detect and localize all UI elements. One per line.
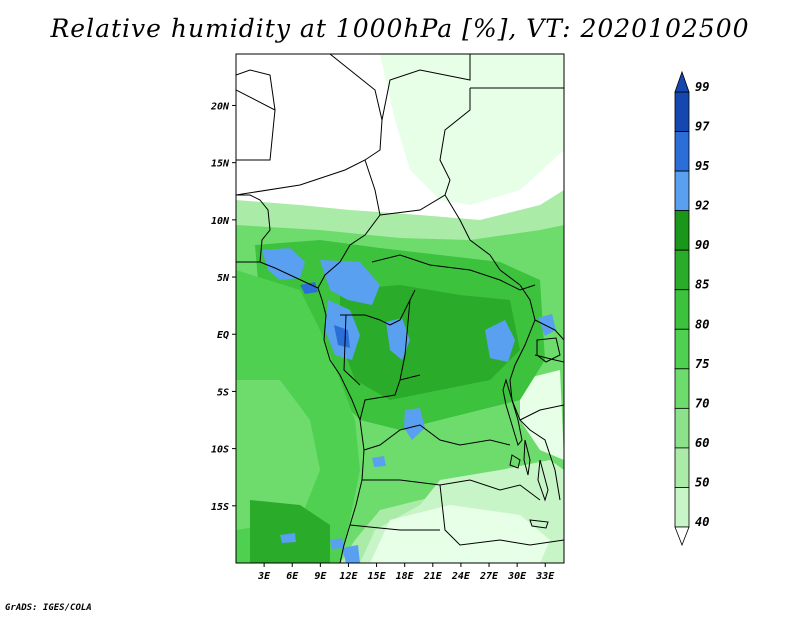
lon-tick-label: 30E (507, 571, 527, 582)
colorbar-label: 97 (695, 120, 710, 134)
lat-tick-label: 15S (211, 502, 229, 513)
colorbar-swatch (674, 170, 690, 212)
colorbar-swatch (674, 210, 690, 251)
colorbar-swatch (674, 131, 690, 172)
colorbar-swatch (674, 407, 690, 449)
lat-tick-label: 20N (210, 101, 230, 112)
latitude-axis: 20N 15N 10N 5N EQ 5S 10S 15S (210, 101, 236, 513)
colorbar-swatch (674, 447, 690, 488)
colorbar-label: 95 (695, 159, 709, 173)
map-frame (235, 53, 565, 564)
colorbar-label: 60 (695, 436, 709, 450)
colorbar-label: 90 (695, 238, 709, 252)
colorbar-label: 80 (695, 317, 709, 331)
lon-tick-label: 3E (257, 571, 271, 582)
humidity-field (236, 54, 564, 563)
lon-tick-label: 33E (535, 571, 555, 582)
colorbar-swatch (674, 328, 690, 370)
lon-tick-label: 27E (479, 571, 499, 582)
lon-tick-label: 21E (423, 571, 443, 582)
colorbar-label: 50 (695, 475, 709, 489)
colorbar-label: 40 (695, 515, 709, 529)
lat-tick-label: 15N (211, 159, 230, 170)
lat-tick-label: 5N (217, 273, 230, 284)
chart-title: Relative humidity at 1000hPa [%], VT: 20… (50, 14, 750, 43)
colorbar-label: 70 (695, 396, 709, 410)
colorbar-swatch (674, 289, 690, 330)
lon-tick-label: 18E (396, 571, 415, 582)
lakes (502, 337, 561, 529)
lon-tick-label: 15E (368, 571, 387, 582)
colorbar-min-triangle (674, 526, 690, 547)
lat-tick-label: EQ (217, 330, 229, 341)
colorbar-swatch (674, 368, 690, 409)
lon-tick-label: 12E (339, 571, 358, 582)
colorbar-max-triangle (674, 70, 690, 93)
longitude-axis: 3E 6E 9E 12E 15E 18E 21E 24E 27E 30E 33E (257, 563, 555, 582)
colorbar-label: 75 (695, 357, 709, 371)
lat-tick-label: 5S (217, 387, 229, 398)
lat-tick-label: 10S (211, 445, 229, 456)
lon-tick-label: 24E (451, 571, 471, 582)
colorbar-swatch (674, 249, 690, 291)
lon-tick-label: 9E (314, 571, 327, 582)
colorbar-swatch (674, 91, 690, 132)
grads-credit: GrADS: IGES/COLA (5, 603, 92, 613)
colorbar-label: 85 (695, 278, 709, 292)
lon-tick-label: 6E (286, 571, 299, 582)
lat-tick-label: 10N (211, 216, 230, 227)
colorbar-swatch (674, 487, 690, 528)
colorbar-label: 92 (695, 199, 709, 213)
colorbar: 40 50 60 70 75 80 85 90 92 95 97 99 (674, 70, 710, 547)
colorbar-label: 99 (695, 80, 709, 94)
country-borders (236, 54, 564, 563)
